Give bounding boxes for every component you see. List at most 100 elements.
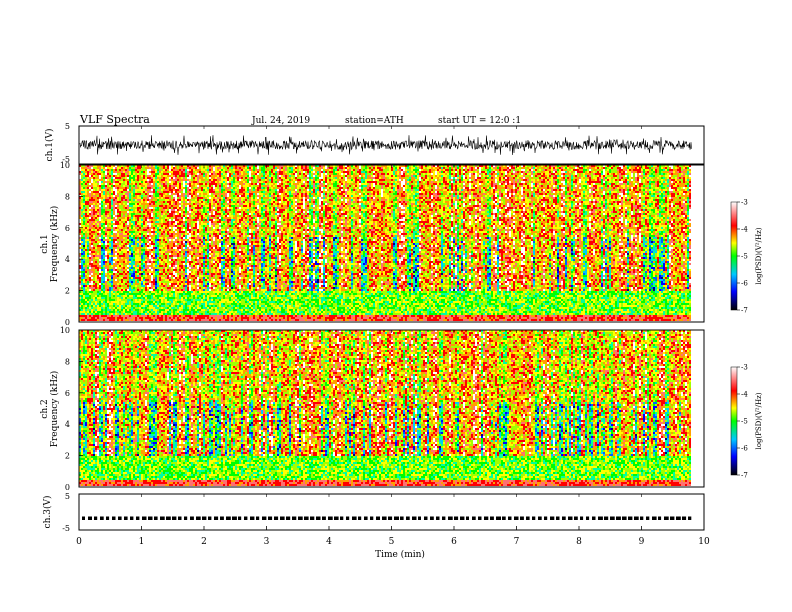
spectrogram-cell — [107, 271, 109, 273]
spectrogram-cell — [197, 205, 199, 207]
spectrogram-cell — [143, 195, 145, 197]
spectrogram-cell — [85, 223, 87, 225]
spectrogram-cell — [139, 267, 141, 269]
spectrogram-cell — [143, 293, 145, 295]
spectrogram-cell — [101, 265, 103, 267]
spectrogram-cell — [117, 269, 119, 271]
spectrogram-cell — [119, 301, 121, 303]
spectrogram-cell — [119, 287, 121, 289]
spectrogram-cell — [115, 243, 117, 245]
spectrogram-cell — [131, 305, 133, 307]
spectrogram-cell — [109, 271, 111, 273]
spectrogram-cell — [103, 205, 105, 207]
spectrogram-cell — [199, 165, 201, 167]
spectrogram-cell — [111, 197, 113, 199]
spectrogram-cell — [139, 231, 141, 233]
spectrogram-cell — [89, 191, 91, 193]
spectrogram-cell — [87, 315, 89, 317]
spectrogram-cell — [191, 257, 193, 259]
spectrogram-cell — [109, 221, 111, 223]
spectrogram-cell — [171, 187, 173, 189]
spectrogram-cell — [95, 303, 97, 305]
spectrogram-cell — [113, 245, 115, 247]
spectrogram-cell — [197, 269, 199, 271]
spectrogram-cell — [163, 273, 165, 275]
spectrogram-cell — [89, 317, 91, 319]
spectrogram-cell — [89, 271, 91, 273]
spectrogram-cell — [81, 253, 83, 255]
spectrogram-cell — [137, 295, 139, 297]
spectrogram-cell — [179, 261, 181, 263]
spectrogram-cell — [201, 227, 203, 229]
spectrogram-cell — [205, 303, 207, 305]
spectrogram-cell — [153, 191, 155, 193]
spectrogram-cell — [187, 217, 189, 219]
spectrogram-cell — [205, 233, 207, 235]
spectrogram-cell — [121, 233, 123, 235]
spectrogram-cell — [99, 265, 101, 267]
spectrogram-cell — [145, 191, 147, 193]
spectrogram-cell — [117, 247, 119, 249]
spectrogram-cell — [187, 251, 189, 253]
spectrogram-cell — [85, 295, 87, 297]
spectrogram-cell — [97, 203, 99, 205]
spectrogram-cell — [203, 233, 205, 235]
spectrogram-cell — [205, 181, 207, 183]
spectrogram-cell — [95, 169, 97, 171]
spectrogram-cell — [165, 309, 167, 311]
spectrogram-cell — [149, 243, 151, 245]
spectrogram-cell — [119, 233, 121, 235]
spectrogram-cell — [173, 315, 175, 317]
spectrogram-cell — [151, 243, 153, 245]
spectrogram-cell — [133, 259, 135, 261]
spectrogram-cell — [201, 237, 203, 239]
spectrogram-cell — [81, 173, 83, 175]
spectrogram-cell — [191, 301, 193, 303]
spectrogram-cell — [165, 201, 167, 203]
spectrogram-cell — [121, 187, 123, 189]
spectrogram-cell — [167, 171, 169, 173]
spectrogram-cell — [139, 305, 141, 307]
spectrogram-cell — [141, 183, 143, 185]
spectrogram-cell — [161, 299, 163, 301]
spectrogram-cell — [169, 275, 171, 277]
spectrogram-cell — [135, 245, 137, 247]
spectrogram-cell — [111, 295, 113, 297]
spectrogram-cell — [187, 201, 189, 203]
spectrogram-cell — [95, 277, 97, 279]
spectrogram-cell — [111, 291, 113, 293]
spectrogram-cell — [193, 231, 195, 233]
spectrogram-cell — [193, 233, 195, 235]
spectrogram-cell — [83, 247, 85, 249]
spectrogram-cell — [83, 169, 85, 171]
spectrogram-cell — [119, 309, 121, 311]
spectrogram-cell — [169, 295, 171, 297]
spectrogram-cell — [127, 243, 129, 245]
spectrogram-cell — [119, 249, 121, 251]
spectrogram-cell — [203, 297, 205, 299]
spectrogram-cell — [193, 217, 195, 219]
spectrogram-cell — [127, 227, 129, 229]
spectrogram-cell — [159, 241, 161, 243]
spectrogram-cell — [159, 187, 161, 189]
spectrogram-cell — [137, 183, 139, 185]
spectrogram-cell — [175, 305, 177, 307]
spectrogram-cell — [115, 191, 117, 193]
spectrogram-cell — [141, 173, 143, 175]
spectrogram-cell — [151, 255, 153, 257]
spectrogram-cell — [167, 197, 169, 199]
spectrogram-cell — [201, 199, 203, 201]
spectrogram-cell — [129, 219, 131, 221]
spectrogram-cell — [91, 265, 93, 267]
spectrogram-cell — [189, 183, 191, 185]
spectrogram-cell — [123, 305, 125, 307]
spectrogram-cell — [199, 249, 201, 251]
spectrogram-cell — [101, 319, 103, 321]
spectrogram-cell — [177, 271, 179, 273]
spectrogram-cell — [105, 315, 107, 317]
spectrogram-cell — [185, 251, 187, 253]
spectrogram-cell — [171, 209, 173, 211]
spectrogram-cell — [197, 181, 199, 183]
spectrogram-cell — [79, 251, 81, 253]
